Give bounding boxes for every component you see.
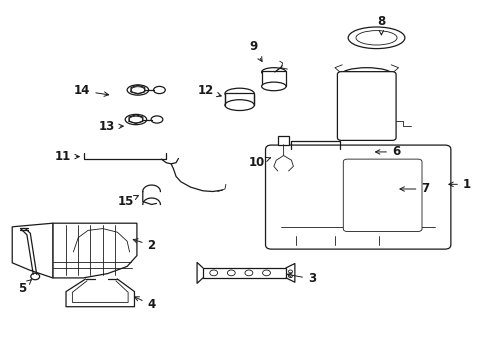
Text: 4: 4 — [134, 297, 155, 311]
Circle shape — [262, 270, 270, 276]
Text: 5: 5 — [18, 280, 31, 294]
FancyBboxPatch shape — [343, 159, 421, 231]
Text: 15: 15 — [118, 195, 138, 208]
Text: 7: 7 — [399, 183, 428, 195]
Polygon shape — [12, 223, 53, 278]
Ellipse shape — [339, 68, 393, 84]
Text: 3: 3 — [287, 273, 315, 285]
Ellipse shape — [224, 100, 254, 111]
Text: 8: 8 — [377, 15, 385, 35]
Polygon shape — [277, 136, 289, 145]
Bar — [203, 268, 285, 278]
Text: 2: 2 — [133, 239, 155, 252]
Ellipse shape — [131, 87, 144, 93]
Ellipse shape — [355, 31, 396, 45]
Ellipse shape — [321, 180, 382, 198]
FancyBboxPatch shape — [337, 72, 395, 140]
Text: 9: 9 — [249, 40, 262, 62]
Text: 13: 13 — [98, 120, 123, 133]
Circle shape — [299, 154, 346, 189]
Circle shape — [288, 275, 292, 278]
Text: 1: 1 — [448, 178, 470, 191]
Text: 6: 6 — [375, 145, 399, 158]
Ellipse shape — [261, 68, 285, 76]
Ellipse shape — [261, 82, 285, 91]
Circle shape — [31, 273, 40, 280]
Ellipse shape — [151, 116, 163, 123]
Ellipse shape — [153, 86, 165, 94]
Ellipse shape — [127, 85, 148, 95]
Circle shape — [288, 270, 292, 273]
Text: 14: 14 — [74, 84, 108, 97]
Bar — [261, 71, 285, 86]
Bar — [224, 93, 254, 105]
Ellipse shape — [125, 114, 146, 125]
Polygon shape — [53, 223, 137, 278]
Text: 10: 10 — [248, 156, 270, 169]
FancyBboxPatch shape — [265, 145, 450, 249]
Circle shape — [244, 270, 252, 276]
Circle shape — [305, 159, 339, 184]
Ellipse shape — [329, 183, 374, 195]
Bar — [364, 184, 383, 203]
Text: 12: 12 — [197, 84, 221, 97]
Circle shape — [209, 270, 217, 276]
Circle shape — [227, 270, 235, 276]
Text: 11: 11 — [54, 150, 79, 163]
Ellipse shape — [224, 88, 254, 99]
Ellipse shape — [347, 27, 404, 49]
Ellipse shape — [129, 116, 142, 123]
